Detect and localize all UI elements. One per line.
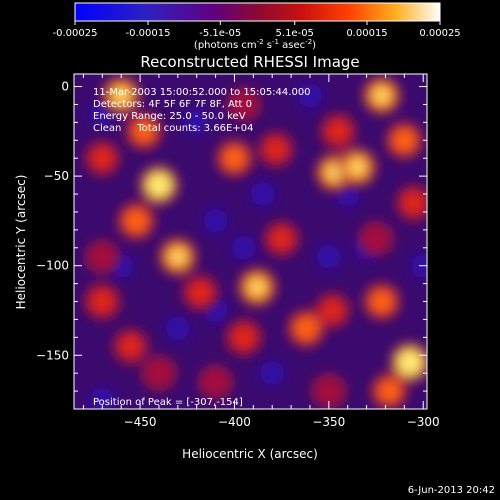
heatmap-blob <box>264 137 288 161</box>
heatmap-blob <box>377 378 402 404</box>
x-tick-label: −300 <box>407 415 440 429</box>
y-tick-label: −150 <box>36 348 69 362</box>
heatmap-blob-core <box>376 90 387 101</box>
heatmap-blob-core <box>405 357 416 368</box>
heatmap-blob <box>391 127 417 153</box>
x-tick-label: −450 <box>124 415 157 429</box>
y-tick-label: −50 <box>44 169 69 183</box>
colorbar-tick-label: -0.00015 <box>126 28 171 39</box>
y-axis-label: Heliocentric Y (arcsec) <box>14 175 28 310</box>
y-tick-label: 0 <box>61 80 69 94</box>
heatmap-cool-spot <box>184 110 209 135</box>
heatmap-cool-spot <box>90 388 115 409</box>
heatmap-blob <box>369 289 395 315</box>
colorbar-tick-label: -0.00025 <box>53 28 98 39</box>
heatmap-blob <box>147 362 170 385</box>
heatmap-blob <box>293 315 319 342</box>
heatmap-cool-spot <box>316 244 341 269</box>
chart-title: Reconstructed RHESSI Image <box>140 53 359 71</box>
colorbar-units-label: (photons cm-2 s-1 asec-2) <box>194 38 316 51</box>
heatmap-blob <box>221 145 247 171</box>
annotation-clean-counts: Clean Total counts: 3.66E+04 <box>93 123 253 134</box>
heatmap-blob <box>123 208 150 234</box>
colorbar <box>74 2 441 22</box>
heatmap-blob-core <box>352 162 363 173</box>
heatmap-blob <box>402 191 426 215</box>
y-axis-ticks: 0 −50 −100 −150 <box>36 80 427 392</box>
x-tick-label: −400 <box>218 415 251 429</box>
colorbar-tick-label: 0.00015 <box>346 28 387 39</box>
annotation-energy-range: Energy Range: 25.0 - 50.0 keV <box>93 111 246 122</box>
heatmap-image <box>74 74 427 409</box>
heatmap-blob <box>205 371 226 393</box>
annotation-time-range: 11-Mar-2003 15:00:52.000 to 15:05:44.000 <box>93 87 311 98</box>
x-tick-label: −350 <box>312 415 345 429</box>
heatmap-blob <box>318 380 340 402</box>
heatmap-cool-spot <box>297 83 322 108</box>
heatmap-blob <box>231 325 256 350</box>
peak-position-label: Position of Peak = [-307,-154] <box>93 397 243 408</box>
annotation-detectors: Detectors: 4F 5F 6F 7F 8F, Att 0 <box>93 99 252 110</box>
heatmap-blob <box>321 299 344 322</box>
heatmap-blob <box>131 119 157 144</box>
heatmap-blob-core <box>329 167 340 178</box>
heatmap-blob <box>326 119 350 143</box>
heatmap-blob <box>90 289 115 314</box>
heatmap-blob <box>119 334 142 358</box>
heatmap-blob <box>233 94 255 115</box>
heatmap-cool-spot <box>231 235 256 260</box>
heatmap-cool-spot <box>250 182 275 207</box>
heatmap-blob-core <box>252 282 263 293</box>
colorbar-ticks: -0.00025 -0.00015 -5.1e-05 5.1e-05 0.00015 0.… <box>53 21 461 39</box>
plot-frame <box>73 73 428 410</box>
colorbar-tick-label: 5.1e-05 <box>276 28 314 39</box>
heatmap-cool-spot <box>203 208 228 233</box>
heatmap-cool-spot <box>260 361 285 386</box>
y-tick-label: −100 <box>36 259 69 273</box>
heatmap-blob <box>91 246 113 268</box>
colorbar-tick-label: -5.1e-05 <box>199 28 241 39</box>
colorbar-tick-label: 0.00025 <box>419 28 460 39</box>
heatmap-blob <box>270 227 293 251</box>
heatmap-blob-core <box>172 251 183 262</box>
heatmap-blob <box>188 280 213 305</box>
date-stamp: 6-Jun-2013 20:42 <box>408 485 495 496</box>
heatmap-cool-spot <box>165 316 190 341</box>
heatmap-blob-core <box>116 90 127 101</box>
heatmap-blob <box>91 146 114 170</box>
heatmap-blob-core <box>153 180 164 191</box>
heatmap-blob <box>365 228 387 250</box>
x-axis-ticks: −450 −400 −350 −300 <box>82 74 440 429</box>
x-axis-label: Heliocentric X (arcsec) <box>182 447 318 461</box>
